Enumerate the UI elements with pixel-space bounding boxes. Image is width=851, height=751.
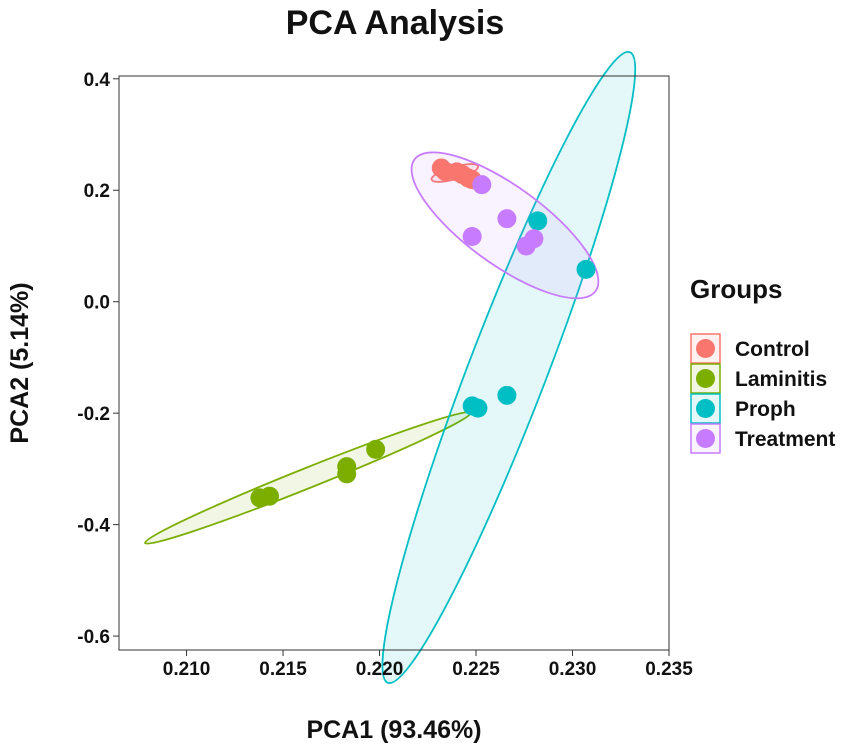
legend-item-proph: Proph [690, 393, 796, 424]
legend-marker-control [696, 339, 715, 358]
point-proph [468, 398, 488, 418]
chart-title: PCA Analysis [286, 4, 505, 42]
legend-label-proph: Proph [735, 398, 796, 421]
x-axis-title: PCA1 (93.46%) [306, 716, 481, 744]
point-laminitis [337, 464, 357, 484]
x-axis: 0.210 0.215 0.220 0.225 0.230 0.235 [163, 650, 693, 680]
y-tick-label: 0.0 [84, 293, 110, 314]
point-treatment [462, 226, 482, 246]
legend-marker-laminitis [696, 369, 715, 388]
plot-panel-border [118, 75, 670, 651]
legend-label-treatment: Treatment [735, 428, 835, 451]
x-tick-label: 0.230 [549, 659, 597, 680]
legend-marker-treatment [696, 429, 715, 448]
legend-item-control: Control [690, 333, 810, 364]
y-axis: 0.4 0.2 0.0 -0.2 -0.4 -0.6 [77, 70, 119, 648]
confidence-ellipses [144, 50, 637, 684]
point-treatment [497, 209, 517, 229]
x-tick-label: 0.210 [163, 659, 211, 680]
x-tick-label: 0.225 [452, 659, 500, 680]
point-treatment [472, 175, 492, 195]
y-tick-label: -0.2 [77, 404, 110, 425]
legend-label-laminitis: Laminitis [735, 368, 827, 391]
legend-item-laminitis: Laminitis [690, 363, 827, 394]
point-proph [497, 385, 517, 405]
ellipse-proph [381, 50, 637, 684]
x-tick-label: 0.235 [645, 659, 693, 680]
legend-marker-proph [696, 399, 715, 418]
legend: Groups Control Laminitis Proph Treatment [690, 274, 835, 454]
legend-title: Groups [690, 274, 782, 304]
y-axis-title: PCA2 (5.14%) [6, 282, 34, 443]
y-tick-label: -0.4 [77, 516, 110, 537]
point-treatment [524, 229, 544, 249]
y-tick-label: -0.6 [77, 627, 110, 648]
legend-label-control: Control [735, 338, 810, 361]
point-laminitis [260, 486, 280, 506]
y-tick-label: 0.4 [84, 70, 111, 91]
point-proph [528, 211, 548, 231]
legend-item-treatment: Treatment [690, 423, 835, 454]
y-tick-label: 0.2 [84, 181, 110, 202]
x-tick-label: 0.220 [356, 659, 404, 680]
point-proph [576, 259, 596, 279]
data-points [250, 158, 596, 508]
point-laminitis [366, 439, 386, 459]
legend-items: Control Laminitis Proph Treatment [690, 333, 835, 454]
x-tick-label: 0.215 [259, 659, 307, 680]
